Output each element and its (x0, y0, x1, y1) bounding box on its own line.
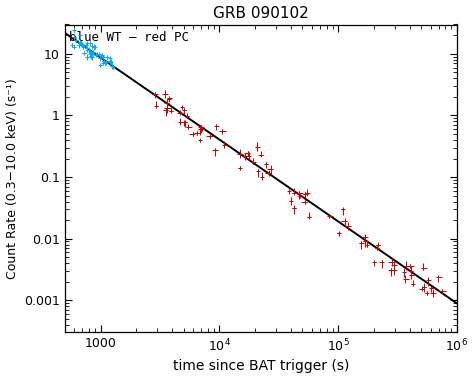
X-axis label: time since BAT trigger (s): time since BAT trigger (s) (173, 359, 349, 373)
Title: GRB 090102: GRB 090102 (213, 6, 309, 20)
Y-axis label: Count Rate (0.3−10.0 keV) (s⁻¹): Count Rate (0.3−10.0 keV) (s⁻¹) (6, 78, 18, 279)
Text: blue WT – red PC: blue WT – red PC (69, 31, 189, 44)
